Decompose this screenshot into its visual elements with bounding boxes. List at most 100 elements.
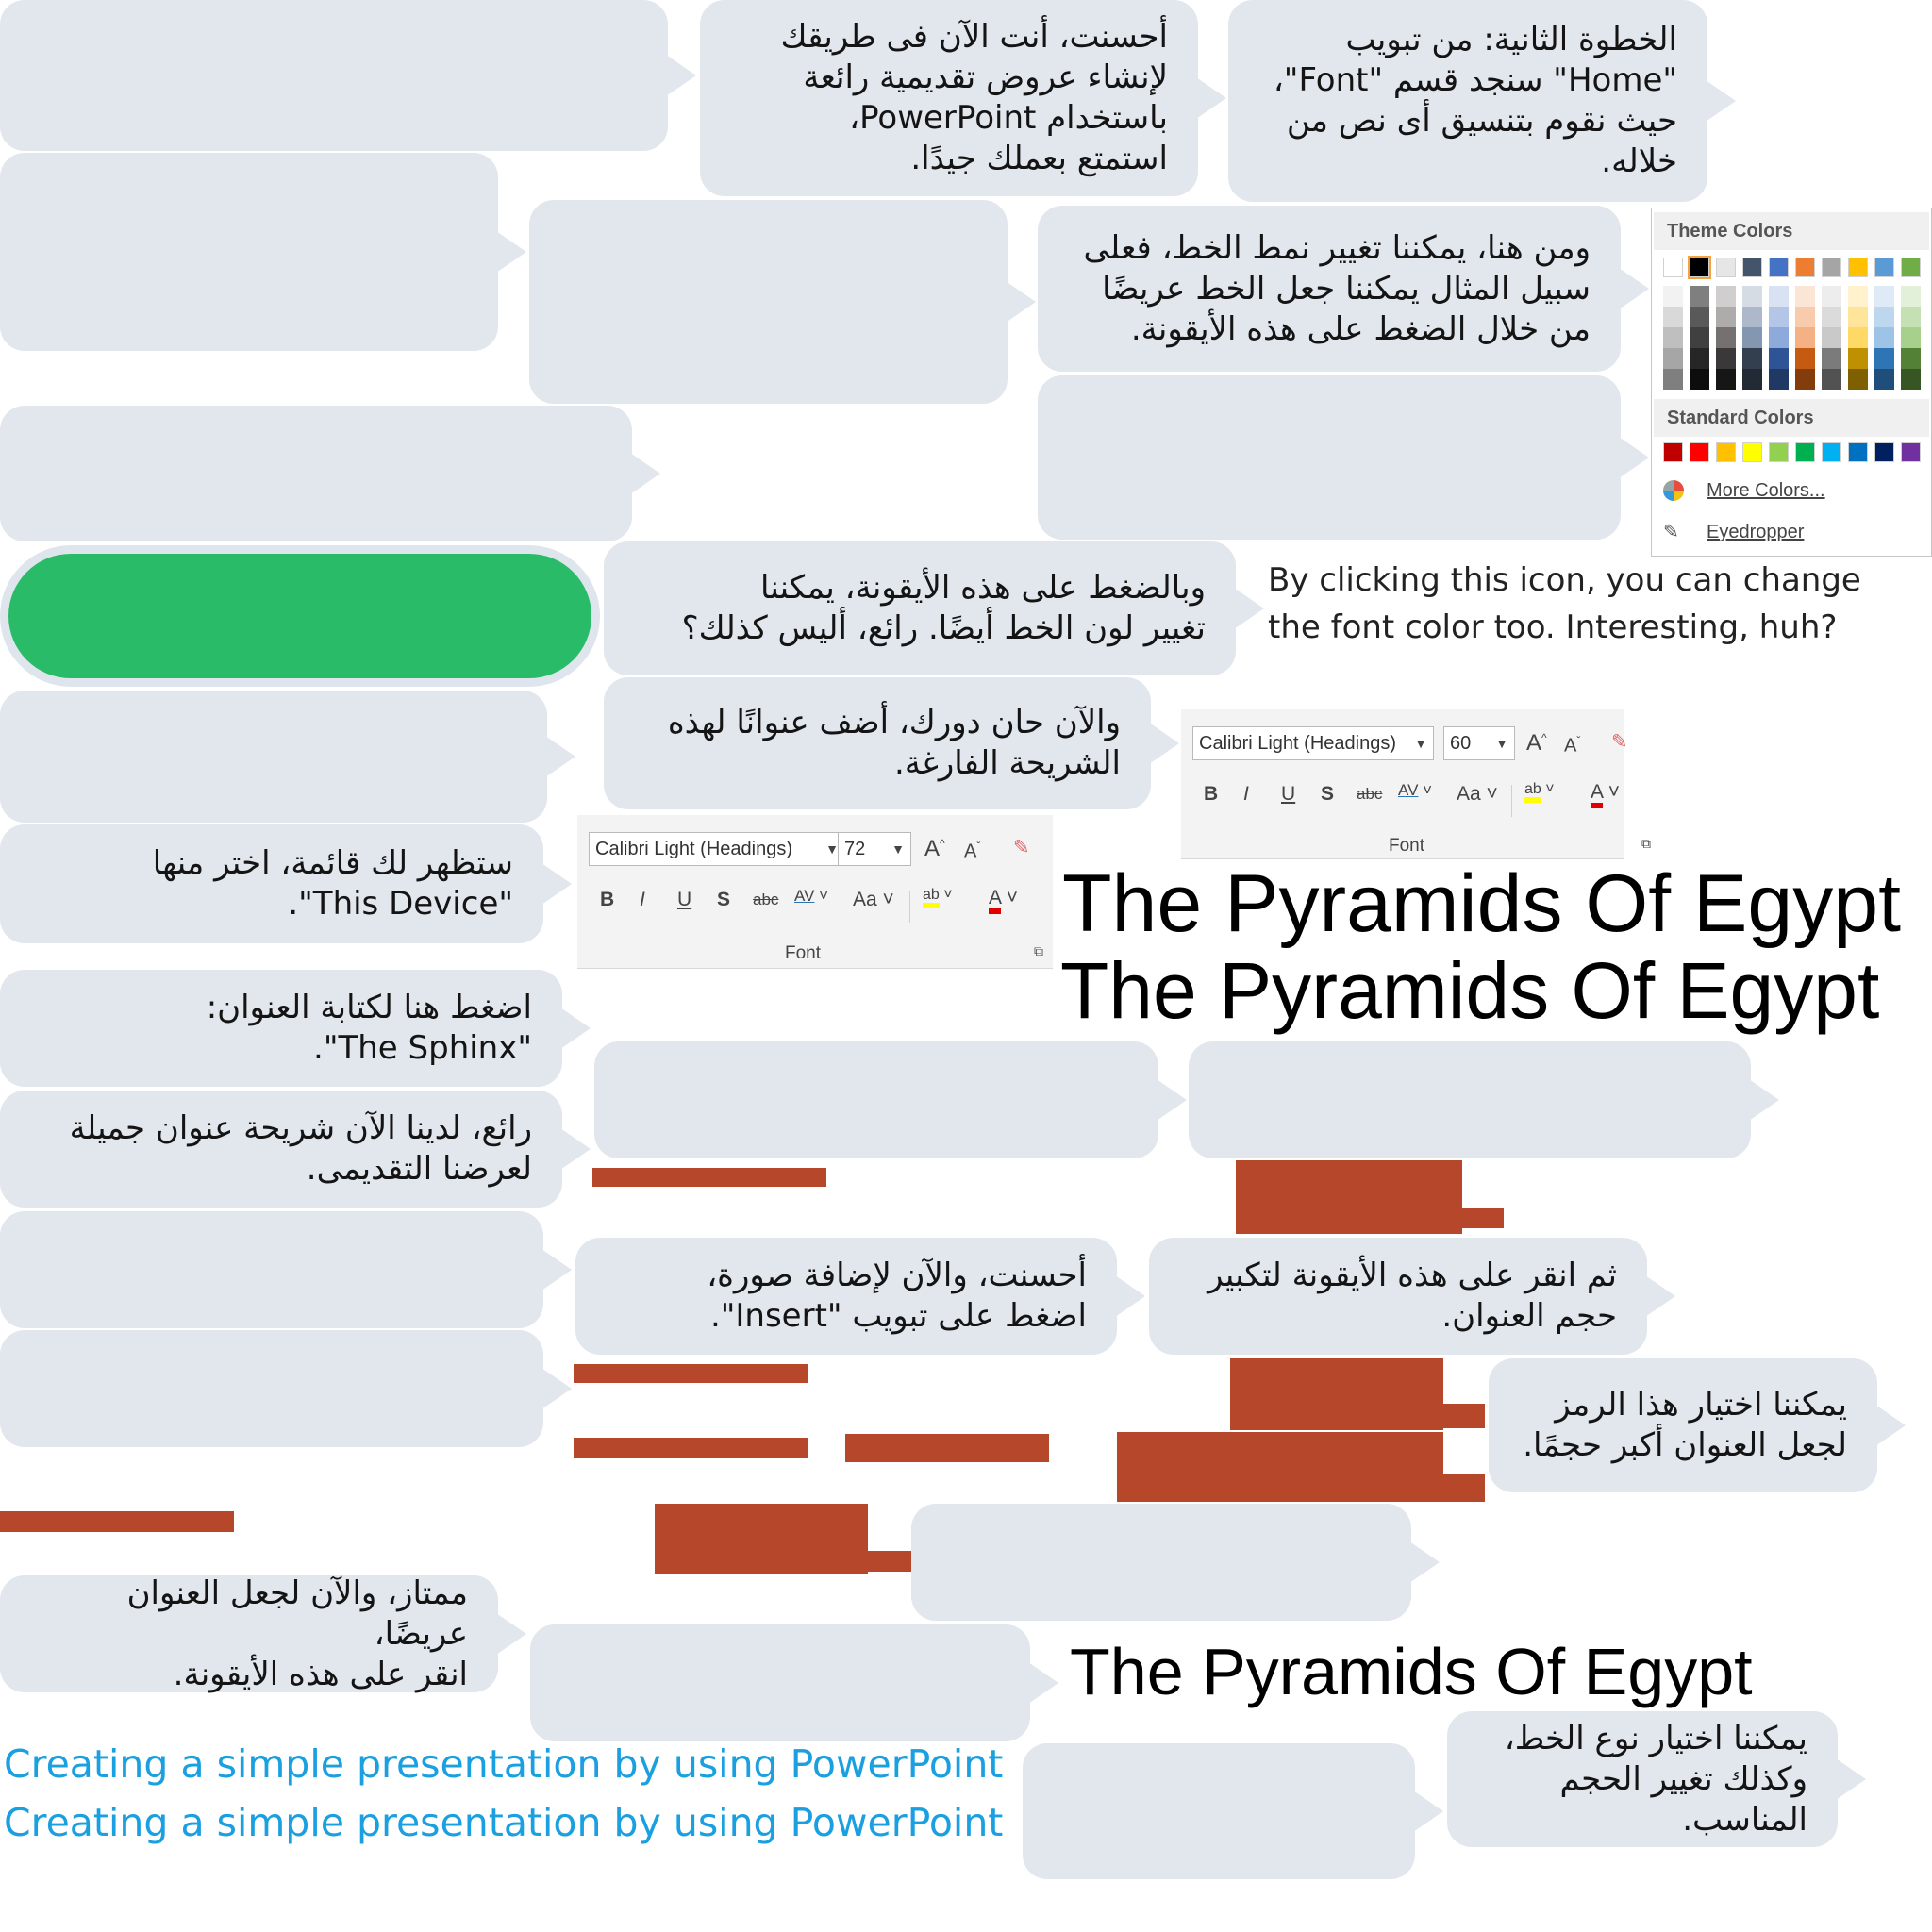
italic-button[interactable]: I [1243, 783, 1249, 805]
change-case-button[interactable]: Aa ˅ [1457, 783, 1498, 805]
font-name-select[interactable]: Calibri Light (Headings) ▼ [589, 832, 845, 866]
theme-shade-swatch[interactable] [1848, 348, 1868, 369]
theme-shade-swatch[interactable] [1874, 327, 1894, 348]
theme-shade-swatch[interactable] [1901, 327, 1921, 348]
theme-shade-swatch[interactable] [1874, 369, 1894, 390]
theme-shade-swatch[interactable] [1901, 348, 1921, 369]
theme-color-swatch[interactable] [1795, 258, 1815, 277]
theme-shade-swatch[interactable] [1769, 307, 1789, 327]
theme-shade-swatch[interactable] [1690, 286, 1709, 307]
font-size-select[interactable]: 60 ▼ [1443, 726, 1515, 760]
theme-shade-swatch[interactable] [1769, 348, 1789, 369]
font-size-select[interactable]: 72 ▼ [838, 832, 911, 866]
standard-color-swatch[interactable] [1795, 442, 1815, 462]
grow-font-button[interactable]: A^ [924, 836, 945, 861]
theme-shade-swatch[interactable] [1742, 348, 1762, 369]
strikethrough-button[interactable]: abc [1357, 785, 1383, 803]
theme-color-swatch[interactable] [1742, 258, 1762, 277]
theme-shade-column[interactable] [1716, 286, 1736, 390]
bold-button[interactable]: B [1204, 783, 1219, 805]
font-color-button[interactable]: A ˅ [989, 887, 1018, 914]
grow-font-button[interactable]: A^ [1526, 730, 1547, 756]
font-color-button[interactable]: A ˅ [1591, 781, 1620, 808]
standard-color-swatch[interactable] [1663, 442, 1683, 462]
clear-format-icon[interactable]: ✎ [1013, 837, 1030, 858]
theme-shade-swatch[interactable] [1822, 327, 1841, 348]
theme-shade-swatch[interactable] [1690, 307, 1709, 327]
theme-shade-swatch[interactable] [1901, 307, 1921, 327]
standard-color-swatch[interactable] [1742, 442, 1762, 462]
font-dialog-launcher-icon[interactable]: ⧉ [1641, 836, 1651, 851]
shrink-font-button[interactable]: Aˇ [1564, 734, 1581, 757]
font-dialog-launcher-icon[interactable]: ⧉ [1034, 943, 1043, 958]
theme-color-swatch[interactable] [1822, 258, 1841, 277]
eyedropper-item[interactable]: Eyedropper [1707, 522, 1805, 542]
theme-shade-swatch[interactable] [1848, 369, 1868, 390]
standard-color-swatch[interactable] [1901, 442, 1921, 462]
theme-shade-column[interactable] [1742, 286, 1762, 390]
theme-shade-swatch[interactable] [1822, 286, 1841, 307]
standard-color-swatch[interactable] [1848, 442, 1868, 462]
theme-shade-swatch[interactable] [1716, 327, 1736, 348]
theme-shade-swatch[interactable] [1769, 286, 1789, 307]
theme-shade-column[interactable] [1663, 286, 1683, 390]
theme-color-swatch[interactable] [1663, 258, 1683, 277]
clear-format-icon[interactable]: ✎ [1611, 731, 1628, 753]
theme-shade-swatch[interactable] [1716, 369, 1736, 390]
shadow-button[interactable]: S [717, 889, 731, 910]
theme-shade-column[interactable] [1901, 286, 1921, 390]
theme-shade-swatch[interactable] [1690, 369, 1709, 390]
theme-shade-swatch[interactable] [1742, 286, 1762, 307]
theme-shade-swatch[interactable] [1690, 327, 1709, 348]
theme-shade-column[interactable] [1769, 286, 1789, 390]
theme-color-swatch[interactable] [1688, 256, 1711, 279]
theme-shade-swatch[interactable] [1716, 286, 1736, 307]
shadow-button[interactable]: S [1321, 783, 1335, 805]
theme-shade-swatch[interactable] [1716, 307, 1736, 327]
theme-shade-swatch[interactable] [1901, 369, 1921, 390]
underline-button[interactable]: U [1281, 783, 1296, 805]
theme-shade-column[interactable] [1848, 286, 1868, 390]
theme-shade-swatch[interactable] [1663, 286, 1683, 307]
theme-shade-swatch[interactable] [1769, 327, 1789, 348]
char-spacing-button[interactable]: AV ˅ [1398, 781, 1433, 799]
theme-shade-swatch[interactable] [1848, 327, 1868, 348]
theme-shade-swatch[interactable] [1795, 286, 1815, 307]
italic-button[interactable]: I [640, 889, 645, 910]
standard-color-swatch[interactable] [1716, 442, 1736, 462]
theme-shade-swatch[interactable] [1848, 286, 1868, 307]
theme-shade-swatch[interactable] [1795, 369, 1815, 390]
theme-shade-swatch[interactable] [1874, 307, 1894, 327]
theme-shade-swatch[interactable] [1822, 369, 1841, 390]
standard-color-swatch[interactable] [1822, 442, 1841, 462]
strikethrough-button[interactable]: abc [753, 891, 779, 908]
theme-color-swatch[interactable] [1848, 258, 1868, 277]
theme-shade-swatch[interactable] [1795, 307, 1815, 327]
underline-button[interactable]: U [677, 889, 692, 910]
standard-color-swatch[interactable] [1769, 442, 1789, 462]
standard-color-swatch[interactable] [1874, 442, 1894, 462]
standard-color-swatch[interactable] [1690, 442, 1709, 462]
theme-color-swatch[interactable] [1716, 258, 1736, 277]
bold-button[interactable]: B [600, 889, 615, 910]
theme-color-swatch[interactable] [1769, 258, 1789, 277]
theme-shade-swatch[interactable] [1663, 327, 1683, 348]
theme-shade-swatch[interactable] [1874, 286, 1894, 307]
highlight-button[interactable]: ab ˅ [923, 887, 953, 908]
theme-shade-swatch[interactable] [1690, 348, 1709, 369]
theme-shade-swatch[interactable] [1742, 369, 1762, 390]
theme-shade-swatch[interactable] [1848, 307, 1868, 327]
theme-shade-swatch[interactable] [1822, 307, 1841, 327]
theme-shade-swatch[interactable] [1822, 348, 1841, 369]
font-name-select[interactable]: Calibri Light (Headings) ▼ [1192, 726, 1434, 760]
char-spacing-button[interactable]: AV ˅ [794, 887, 829, 905]
theme-shade-swatch[interactable] [1795, 327, 1815, 348]
theme-shade-swatch[interactable] [1663, 369, 1683, 390]
theme-shade-swatch[interactable] [1663, 348, 1683, 369]
theme-shade-swatch[interactable] [1874, 348, 1894, 369]
theme-color-swatch[interactable] [1874, 258, 1894, 277]
shrink-font-button[interactable]: Aˇ [964, 840, 981, 862]
theme-shade-column[interactable] [1795, 286, 1815, 390]
theme-shade-swatch[interactable] [1769, 369, 1789, 390]
change-case-button[interactable]: Aa ˅ [853, 889, 894, 910]
